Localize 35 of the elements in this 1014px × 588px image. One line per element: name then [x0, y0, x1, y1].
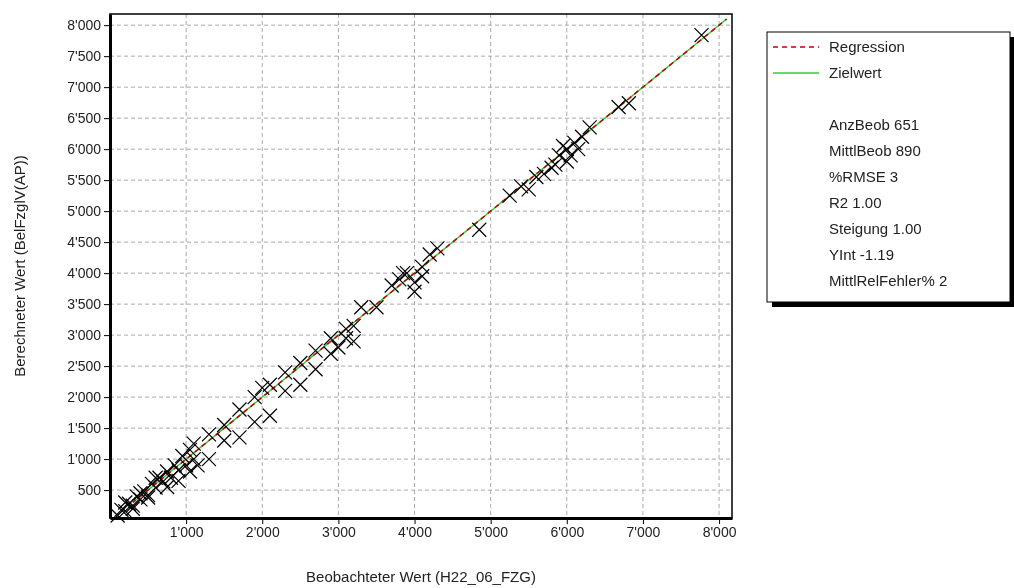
y-tick-label: 5'000: [67, 203, 102, 220]
x-tick-label: 3'000: [321, 523, 357, 540]
y-tick-label: 4'500: [67, 234, 102, 251]
y-tick-label: 2'500: [67, 358, 102, 375]
legend-label: Regression: [829, 38, 905, 55]
y-tick-label: 2'000: [67, 389, 102, 406]
y-tick-label: 6'000: [67, 141, 102, 158]
y-tick-label: 3'000: [67, 327, 102, 344]
x-tick-label: 1'000: [169, 523, 204, 540]
legend-label: Zielwert: [829, 64, 883, 81]
text: %RMSE 3: [829, 168, 899, 185]
y-tick-label: 500: [77, 482, 102, 499]
x-tick-label: 2'000: [245, 523, 280, 540]
x-tick-label: 8'000: [702, 523, 737, 540]
x-tick-label: 7'000: [626, 523, 661, 540]
y-tick-label: 3'500: [67, 296, 102, 313]
x-tick-label: 5'000: [474, 523, 509, 540]
text: YInt -1.19: [829, 246, 895, 263]
y-tick-label: 5'500: [67, 172, 102, 189]
x-tick-label: 4'000: [398, 523, 433, 540]
y-tick-label: 8'000: [67, 17, 102, 34]
y-axis-title: Berechneter Wert (BelFzglV(AP)): [11, 155, 28, 377]
text: AnzBeob 651: [829, 116, 920, 133]
y-tick-label: 7'000: [67, 79, 102, 96]
text: MittlBeob 890: [829, 142, 921, 159]
y-tick-label: 4'000: [67, 265, 102, 282]
y-tick-label: 1'000: [67, 451, 102, 468]
text: Steigung 1.00: [829, 220, 922, 237]
x-tick-label: 6'000: [550, 523, 585, 540]
x-axis-title: Beobachteter Wert (H22_06_FZG): [306, 568, 536, 585]
text: R2 1.00: [829, 194, 882, 211]
y-tick-label: 6'500: [67, 110, 102, 127]
text: MittlRelFehler% 2: [829, 272, 948, 289]
y-tick-label: 1'500: [67, 420, 102, 437]
y-tick-label: 7'500: [67, 48, 102, 65]
